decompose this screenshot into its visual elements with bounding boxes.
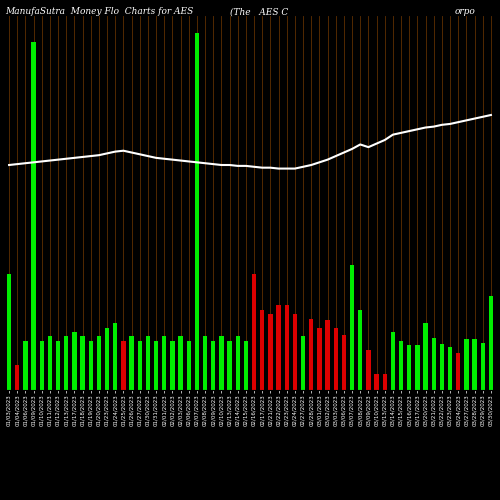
Bar bbox=[56, 341, 60, 390]
Bar bbox=[211, 341, 216, 390]
Text: orpo: orpo bbox=[455, 8, 476, 16]
Bar bbox=[23, 341, 28, 390]
Bar bbox=[284, 305, 289, 390]
Bar bbox=[40, 341, 44, 390]
Bar bbox=[488, 296, 493, 390]
Bar bbox=[96, 336, 101, 390]
Bar bbox=[358, 310, 362, 390]
Bar bbox=[292, 314, 297, 390]
Bar bbox=[203, 336, 207, 390]
Text: ManufaSutra  Money Flo  Charts for AES: ManufaSutra Money Flo Charts for AES bbox=[5, 8, 193, 16]
Bar bbox=[121, 341, 126, 390]
Bar bbox=[432, 338, 436, 390]
Bar bbox=[244, 341, 248, 390]
Bar bbox=[146, 336, 150, 390]
Bar bbox=[178, 336, 183, 390]
Bar bbox=[390, 332, 395, 390]
Bar bbox=[32, 42, 36, 390]
Bar bbox=[424, 323, 428, 390]
Bar bbox=[7, 274, 12, 390]
Bar bbox=[186, 341, 191, 390]
Bar bbox=[15, 365, 20, 390]
Bar bbox=[448, 347, 452, 390]
Bar bbox=[64, 336, 68, 390]
Bar bbox=[415, 346, 420, 390]
Bar bbox=[130, 336, 134, 390]
Bar bbox=[228, 341, 232, 390]
Bar bbox=[382, 374, 387, 390]
Bar bbox=[276, 305, 281, 390]
Text: (The   AES C: (The AES C bbox=[230, 8, 288, 16]
Bar bbox=[72, 332, 76, 390]
Bar bbox=[366, 350, 370, 390]
Bar bbox=[407, 346, 412, 390]
Bar bbox=[219, 336, 224, 390]
Bar bbox=[472, 339, 477, 390]
Bar bbox=[480, 342, 485, 390]
Bar bbox=[194, 33, 199, 390]
Bar bbox=[374, 374, 379, 390]
Bar bbox=[162, 336, 166, 390]
Bar bbox=[440, 344, 444, 390]
Bar bbox=[48, 336, 52, 390]
Bar bbox=[113, 323, 117, 390]
Bar bbox=[88, 341, 93, 390]
Bar bbox=[309, 318, 314, 390]
Bar bbox=[317, 328, 322, 390]
Bar bbox=[464, 339, 468, 390]
Bar bbox=[80, 336, 85, 390]
Bar bbox=[105, 328, 110, 390]
Bar bbox=[334, 328, 338, 390]
Bar bbox=[268, 314, 272, 390]
Bar bbox=[326, 320, 330, 390]
Bar bbox=[138, 341, 142, 390]
Bar bbox=[456, 352, 460, 390]
Bar bbox=[350, 265, 354, 390]
Bar bbox=[236, 336, 240, 390]
Bar bbox=[154, 341, 158, 390]
Bar bbox=[301, 336, 306, 390]
Bar bbox=[342, 334, 346, 390]
Bar bbox=[252, 274, 256, 390]
Bar bbox=[260, 310, 264, 390]
Bar bbox=[170, 341, 174, 390]
Bar bbox=[399, 341, 404, 390]
